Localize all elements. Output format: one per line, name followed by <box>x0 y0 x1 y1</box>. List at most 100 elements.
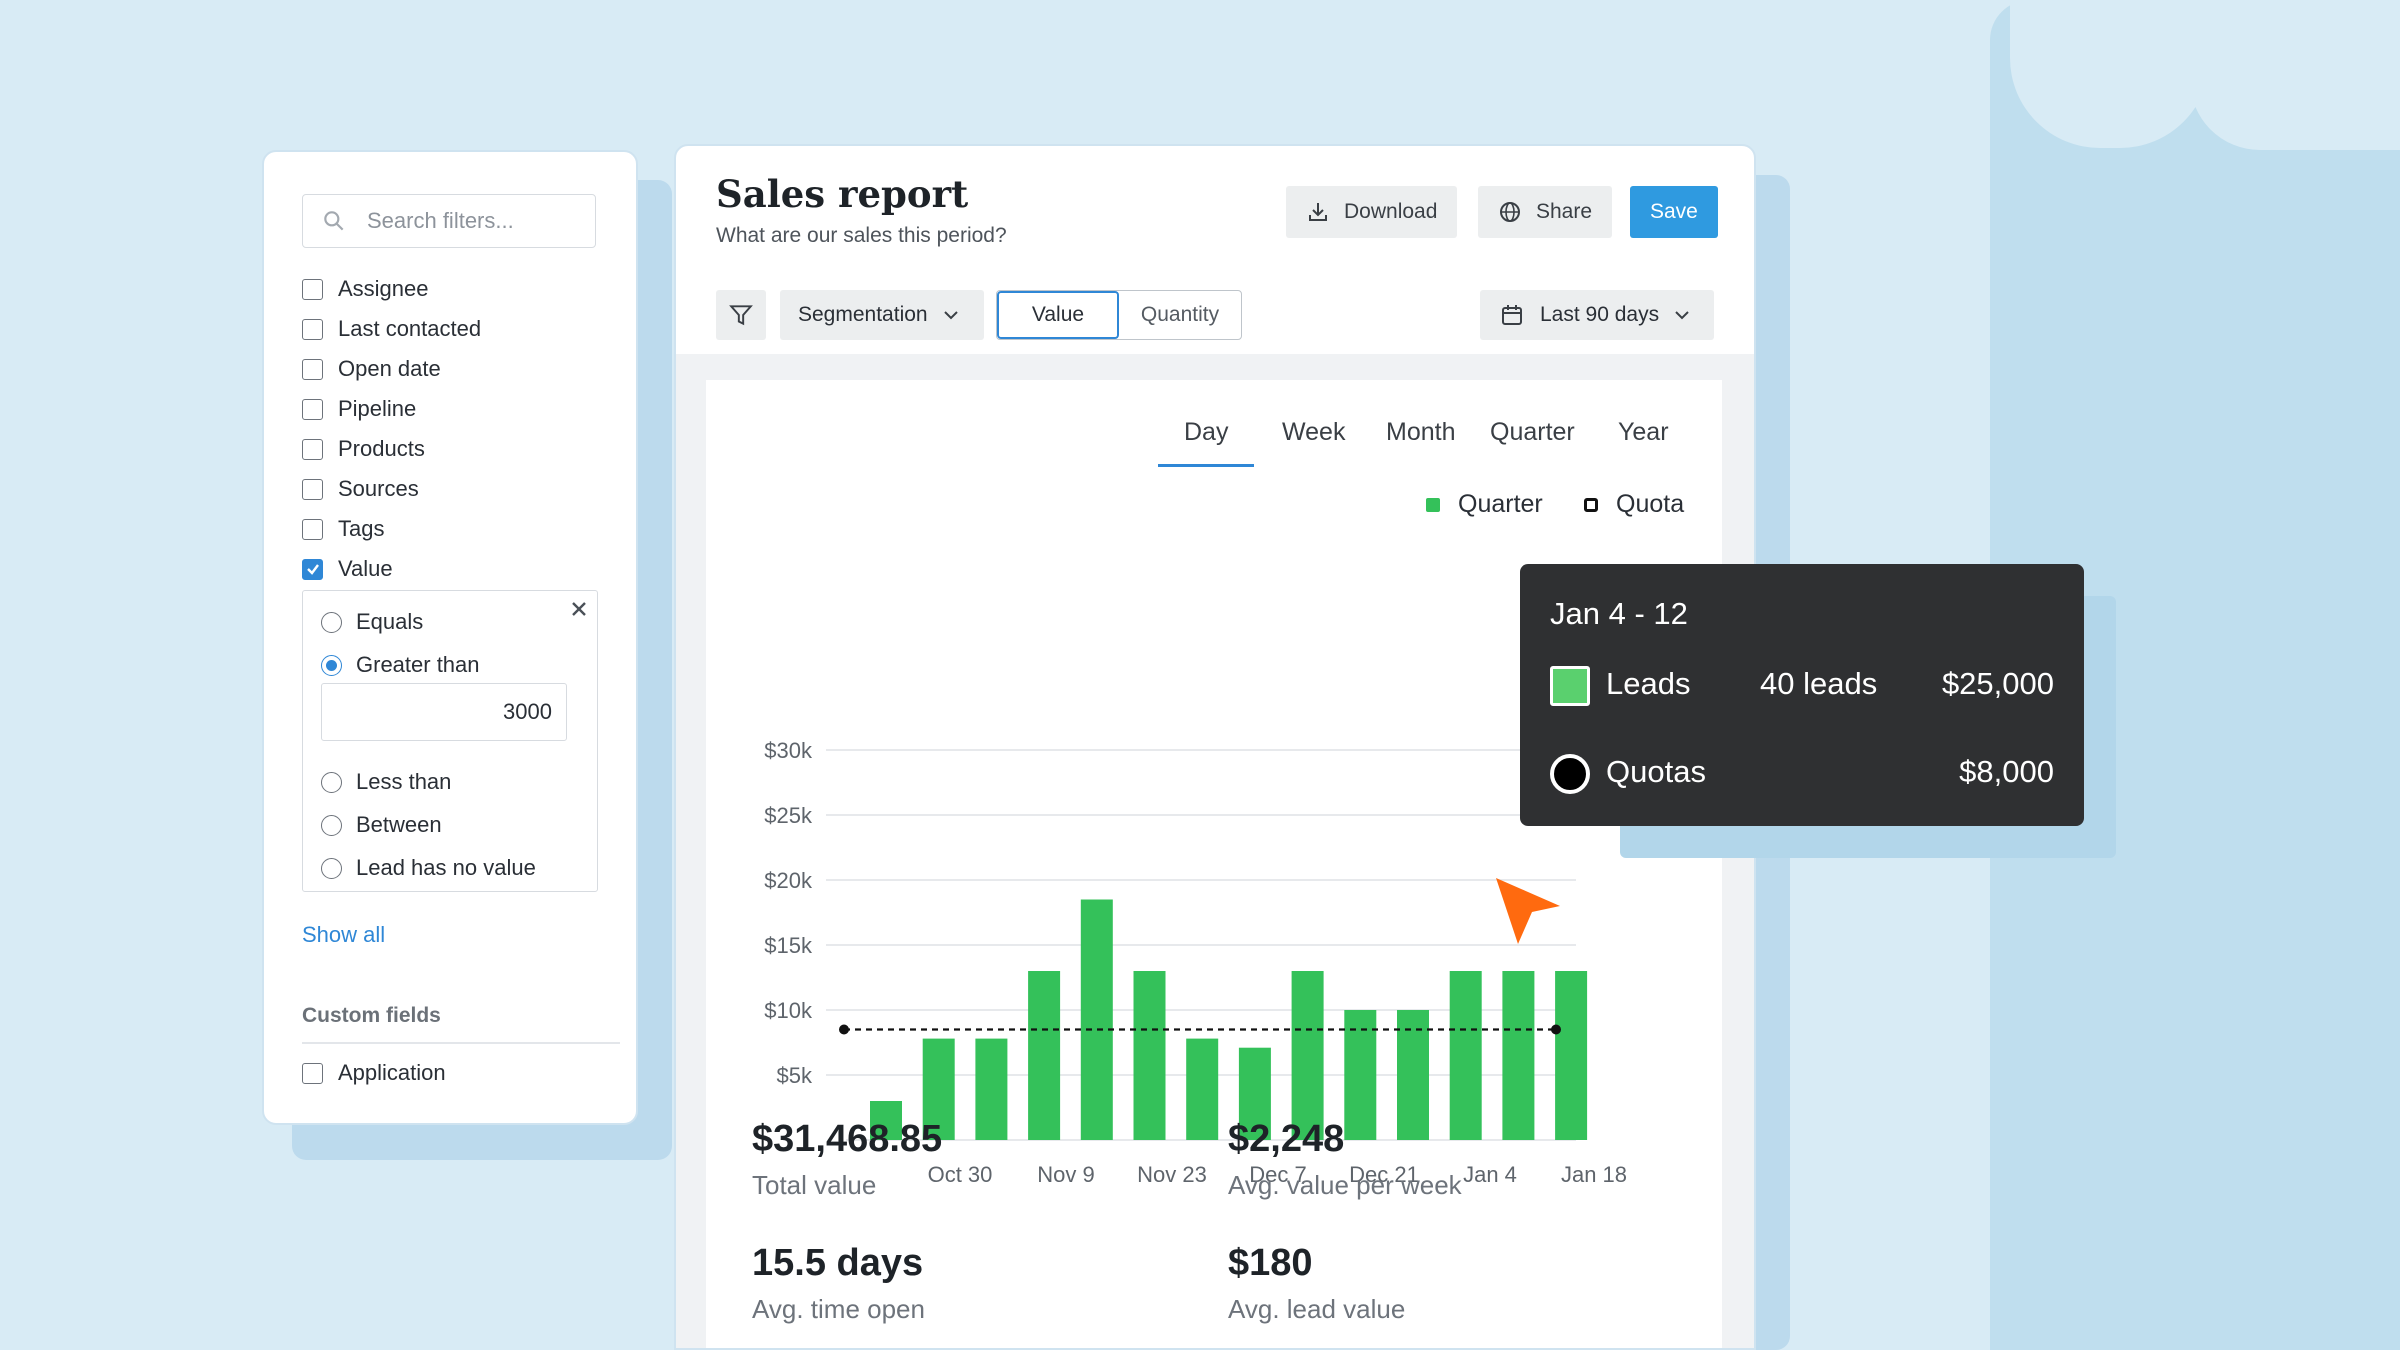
tooltip-leads-count: 40 leads <box>1760 666 1878 701</box>
search-filters-input[interactable] <box>367 208 567 234</box>
option-less-than[interactable]: Less than <box>321 769 451 795</box>
quota-point <box>1551 1024 1561 1035</box>
stat-time-open-value: 15.5 days <box>752 1242 924 1284</box>
filter-item-last-contacted[interactable]: Last contacted <box>302 316 481 342</box>
page-subtitle: What are our sales this period? <box>716 224 1007 247</box>
tab-month[interactable]: Month <box>1386 418 1456 446</box>
chevron-down-icon <box>1675 311 1689 320</box>
tooltip-leads-value: $25,000 <box>1941 666 2054 701</box>
period-tabs: Day Week Month Quarter Year <box>706 418 1722 474</box>
bar <box>1133 971 1166 1140</box>
filter-item-application[interactable]: Application <box>302 1060 446 1086</box>
calendar-icon <box>1502 305 1522 325</box>
chart-tooltip: Jan 4 - 12 Leads 40 leads $25,000 Quotas… <box>1520 564 2084 826</box>
download-label: Download <box>1344 200 1438 223</box>
background-shape <box>2010 0 2210 148</box>
y-tick-label: $10k <box>764 998 813 1023</box>
bar <box>1449 971 1482 1140</box>
radio[interactable] <box>321 814 342 836</box>
filter-item-products[interactable]: Products <box>302 436 425 462</box>
radio[interactable] <box>321 857 342 879</box>
legend-quota: Quota <box>1584 490 1684 519</box>
leads-swatch <box>1550 666 1590 706</box>
page-title: Sales report <box>716 172 969 216</box>
checkbox[interactable] <box>302 398 323 420</box>
save-button[interactable]: Save <box>1630 186 1718 238</box>
bar <box>870 1101 902 1140</box>
option-label: Between <box>356 812 442 837</box>
tab-day[interactable]: Day <box>1157 418 1256 467</box>
checkbox[interactable] <box>302 358 323 380</box>
tab-week[interactable]: Week <box>1282 418 1346 446</box>
y-tick-label: $5k <box>777 1063 813 1088</box>
greater-than-value-input[interactable]: 3000 <box>321 683 567 741</box>
show-all-link[interactable]: Show all <box>302 922 386 947</box>
checkbox[interactable] <box>302 478 323 500</box>
option-greater-than[interactable]: Greater than <box>321 652 480 678</box>
option-between[interactable]: Between <box>321 812 442 838</box>
x-tick-label: Nov 9 <box>1037 1162 1094 1187</box>
checkbox[interactable] <box>302 438 323 460</box>
share-label: Share <box>1536 200 1593 223</box>
x-tick-label: Jan 18 <box>1561 1162 1627 1187</box>
share-button[interactable]: Share <box>1478 186 1613 238</box>
search-filters-field[interactable] <box>302 194 596 248</box>
legend-label: Quota <box>1616 490 1685 518</box>
tooltip-quotas-label: Quotas <box>1606 754 1706 789</box>
toggle-quantity[interactable]: Quantity <box>1140 303 1220 326</box>
x-tick-label: Nov 23 <box>1137 1162 1207 1187</box>
filter-item-value[interactable]: Value <box>302 556 393 582</box>
filter-item-pipeline[interactable]: Pipeline <box>302 396 416 422</box>
date-range-label: Last 90 days <box>1540 303 1660 326</box>
filter-item-assignee[interactable]: Assignee <box>302 276 429 302</box>
bar <box>1186 1038 1219 1140</box>
bar <box>1555 971 1588 1140</box>
option-equals[interactable]: Equals <box>321 609 423 635</box>
quotas-swatch <box>1550 754 1590 794</box>
stat-total-value: $31,468.85 <box>752 1118 943 1160</box>
checkbox[interactable] <box>302 318 323 340</box>
background-shape <box>2190 0 2400 150</box>
tooltip-quotas-row: Quotas $8,000 <box>1550 754 2054 794</box>
bar <box>1080 899 1113 1140</box>
tooltip-leads-label: Leads <box>1606 666 1691 701</box>
bar <box>922 1038 955 1140</box>
filter-item-open-date[interactable]: Open date <box>302 356 441 382</box>
filter-item-label: Application <box>338 1060 446 1085</box>
radio[interactable] <box>321 611 342 633</box>
checkbox-checked[interactable] <box>302 558 323 580</box>
date-range-dropdown[interactable]: Last 90 days <box>1480 290 1714 340</box>
tab-quarter[interactable]: Quarter <box>1490 418 1575 446</box>
x-tick-label: Dec 21 <box>1349 1162 1419 1187</box>
filter-item-tags[interactable]: Tags <box>302 516 384 542</box>
chart-card: Day Week Month Quarter Year Quarter Quot… <box>706 380 1722 1348</box>
download-button[interactable]: Download <box>1286 186 1458 238</box>
x-tick-label: Jan 4 <box>1463 1162 1517 1187</box>
radio[interactable] <box>321 771 342 793</box>
tooltip-leads-row: Leads 40 leads $25,000 <box>1550 666 2054 706</box>
close-icon[interactable] <box>569 599 589 619</box>
quota-point <box>839 1024 849 1035</box>
sales-bar-chart: $30k $25k $20k $15k $10k $5k Oct 30 Nov 9 Nov 23… <box>764 738 1627 1187</box>
stat-avg-week-value: $2,248 <box>1228 1118 1345 1160</box>
sales-report-panel: Sales report What are our sales this per… <box>674 144 1756 1350</box>
y-tick-label: $15k <box>764 933 813 958</box>
stat-lead-label: Avg. lead value <box>1228 1294 1406 1324</box>
value-quantity-toggle: Value Quantity <box>996 290 1242 340</box>
checkbox[interactable] <box>302 518 323 540</box>
checkbox[interactable] <box>302 278 323 300</box>
stat-avg-week-label: Avg. value per week <box>1228 1170 1462 1200</box>
bar <box>975 1038 1008 1140</box>
tab-year[interactable]: Year <box>1618 418 1669 446</box>
toggle-value[interactable]: Value <box>997 291 1119 339</box>
filter-item-sources[interactable]: Sources <box>302 476 419 502</box>
legend-quarter: Quarter <box>1426 490 1543 519</box>
checkbox[interactable] <box>302 1062 323 1084</box>
bar <box>1344 1010 1377 1140</box>
filter-item-label: Products <box>338 436 425 461</box>
segmentation-dropdown[interactable]: Segmentation <box>780 290 984 340</box>
filter-toggle-button[interactable] <box>716 290 766 340</box>
radio-selected[interactable] <box>321 654 342 676</box>
y-tick-label: $25k <box>764 803 813 828</box>
option-no-value[interactable]: Lead has no value <box>321 855 536 881</box>
